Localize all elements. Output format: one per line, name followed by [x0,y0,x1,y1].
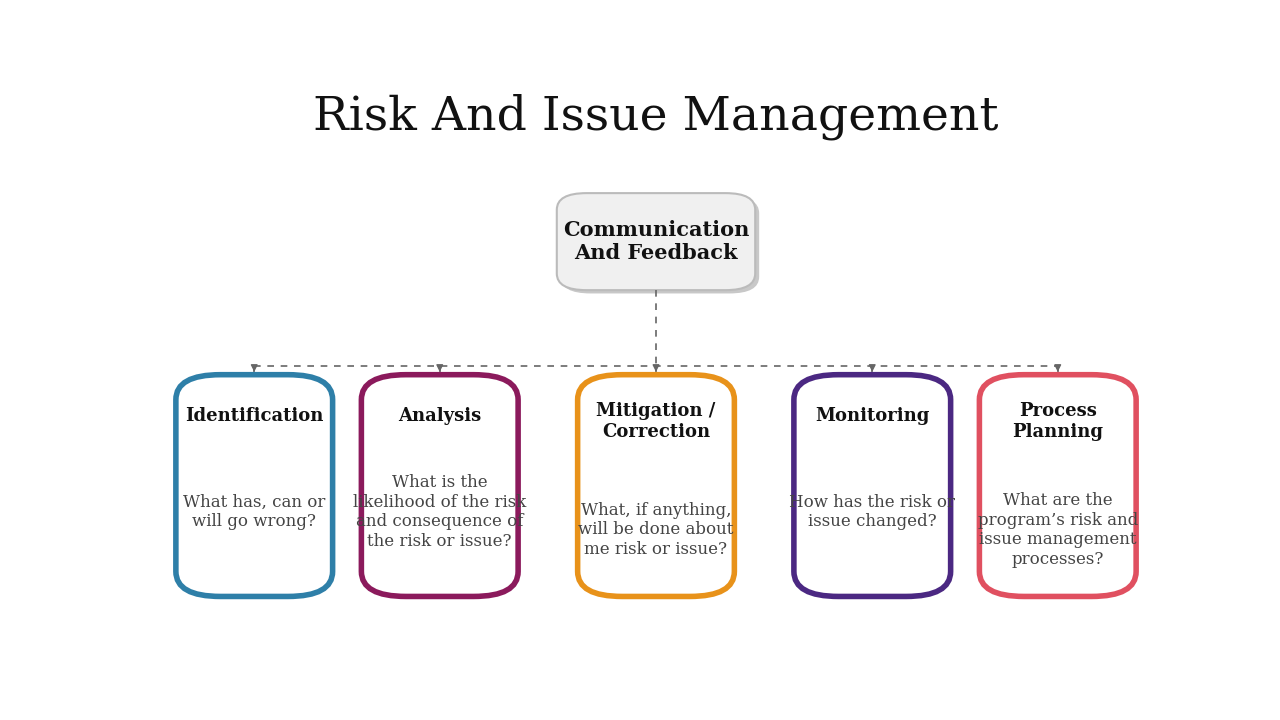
Text: Analysis: Analysis [398,408,481,426]
Text: Process
Planning: Process Planning [1012,402,1103,441]
Text: What has, can or
will go wrong?: What has, can or will go wrong? [183,494,325,531]
Text: What is the
likelihood of the risk
and consequence of
the risk or issue?: What is the likelihood of the risk and c… [353,474,526,550]
FancyBboxPatch shape [557,193,755,290]
Text: Identification: Identification [186,408,324,426]
Text: What, if anything,
will be done about
me risk or issue?: What, if anything, will be done about me… [579,502,733,558]
FancyBboxPatch shape [175,374,333,596]
Text: How has the risk or
issue changed?: How has the risk or issue changed? [790,494,955,531]
FancyBboxPatch shape [361,374,518,596]
FancyBboxPatch shape [561,197,759,294]
Text: Monitoring: Monitoring [815,408,929,426]
FancyBboxPatch shape [577,374,735,596]
FancyBboxPatch shape [794,374,951,596]
FancyBboxPatch shape [979,374,1137,596]
Text: Risk And Issue Management: Risk And Issue Management [314,94,998,140]
Text: Communication
And Feedback: Communication And Feedback [563,220,749,264]
Text: What are the
program’s risk and
issue management
processes?: What are the program’s risk and issue ma… [978,492,1138,568]
Text: Mitigation /
Correction: Mitigation / Correction [596,402,716,441]
